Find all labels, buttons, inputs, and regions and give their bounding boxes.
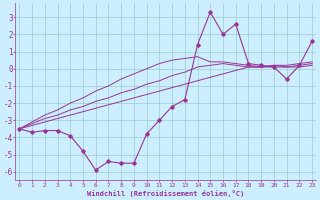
- X-axis label: Windchill (Refroidissement éolien,°C): Windchill (Refroidissement éolien,°C): [87, 190, 244, 197]
